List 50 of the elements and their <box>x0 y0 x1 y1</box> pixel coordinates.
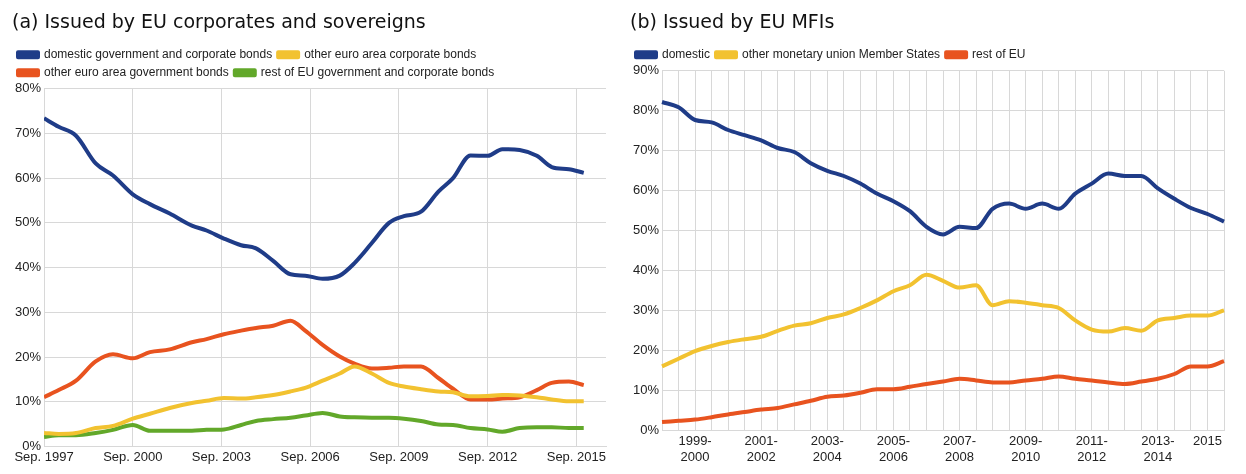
x-tick-label: 2005-2006 <box>876 433 911 464</box>
legend-label: other euro area corporate bonds <box>304 47 477 62</box>
x-tick-label: 2011-2012 <box>1075 433 1108 464</box>
y-tick-label: 80% <box>14 80 42 96</box>
x-tick-label: 2013-2014 <box>1141 433 1175 464</box>
x-tick-label: Sep. 2006 <box>280 448 340 464</box>
y-tick-label: 80% <box>632 102 660 118</box>
legend-label: other euro area government bonds <box>44 65 229 80</box>
y-tick-label: 90% <box>632 62 660 78</box>
y-tick-label: 10% <box>632 382 660 398</box>
chart-title: (b) Issued by EU MFIs <box>630 10 835 33</box>
legend-label: domestic government and corporate bonds <box>44 47 273 62</box>
x-tick-label: Sep. 2012 <box>458 448 518 464</box>
x-tick-label: 2015 <box>1193 433 1222 449</box>
x-tick-label: Sep. 2009 <box>369 448 429 464</box>
line-series <box>44 410 586 440</box>
y-tick-label: 70% <box>632 142 660 158</box>
line-series <box>44 318 586 402</box>
legend-label: rest of EU <box>972 47 1026 62</box>
y-tick-label: 50% <box>632 222 660 238</box>
x-tick-label: 2009-2010 <box>1009 433 1043 464</box>
line-series <box>44 116 586 281</box>
legend-label: other monetary union Member States <box>742 47 941 62</box>
legend-label: domestic <box>662 47 711 62</box>
y-tick-label: 20% <box>14 348 42 364</box>
x-tick-label: 1999-2000 <box>678 433 712 464</box>
x-tick-label: Sep. 2015 <box>546 448 606 464</box>
y-tick-label: 0% <box>640 422 660 438</box>
y-tick-label: 40% <box>14 259 42 275</box>
y-tick-label: 60% <box>632 182 660 198</box>
line-series <box>660 359 1226 424</box>
y-tick-label: 70% <box>14 125 42 141</box>
x-tick-label: 2001-2002 <box>744 433 778 464</box>
y-tick-label: 60% <box>14 169 42 185</box>
line-series <box>660 100 1226 237</box>
line-series <box>660 272 1226 369</box>
chart-title: (a) Issued by EU corporates and sovereigns <box>12 10 426 33</box>
line-series <box>44 364 586 436</box>
y-tick-label: 0% <box>22 437 42 453</box>
x-tick-label: Sep. 2000 <box>103 448 163 464</box>
y-tick-label: 40% <box>632 262 660 278</box>
y-tick-label: 20% <box>632 342 660 358</box>
y-tick-label: 50% <box>14 214 42 230</box>
x-tick-label: Sep. 2003 <box>191 448 252 464</box>
y-tick-label: 10% <box>14 393 42 409</box>
y-tick-label: 30% <box>632 302 660 318</box>
legend-label: rest of EU government and corporate bonds <box>260 65 495 80</box>
x-tick-label: 2003-2004 <box>810 433 844 464</box>
y-tick-label: 30% <box>14 303 42 319</box>
x-tick-label: 2007-2008 <box>942 433 977 464</box>
